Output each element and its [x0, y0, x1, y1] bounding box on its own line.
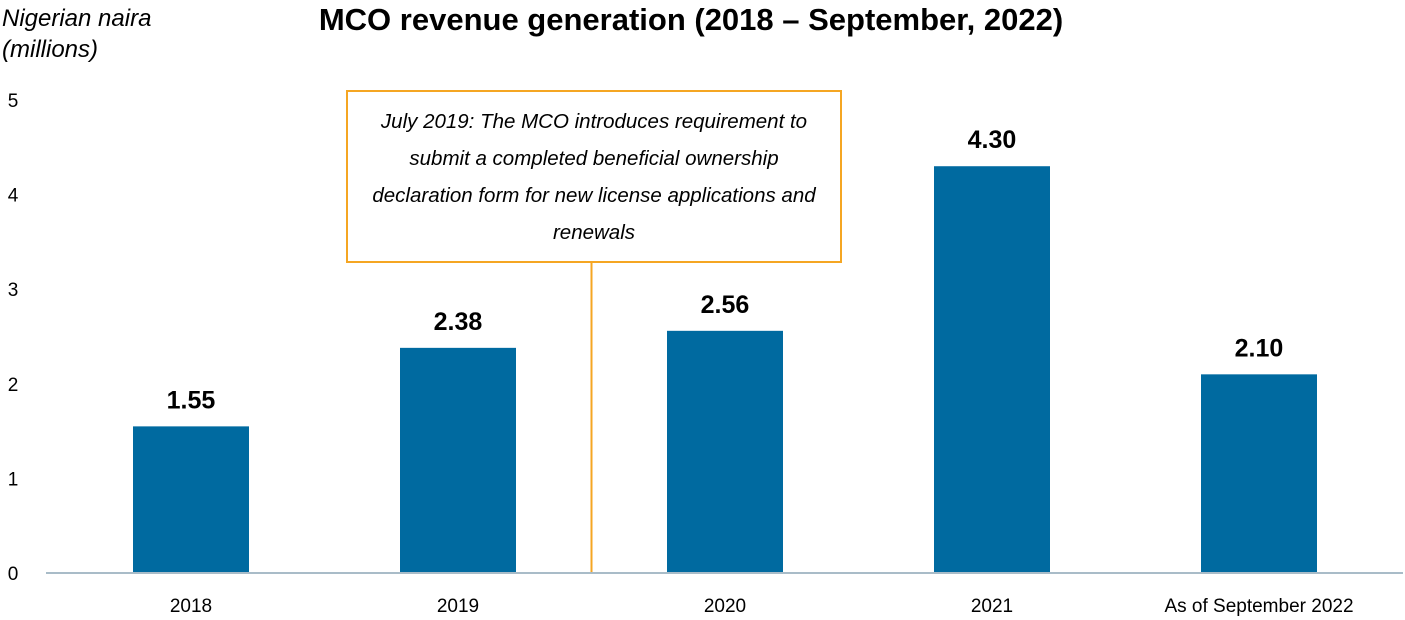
y-tick-label: 4 [8, 186, 19, 207]
data-label: 2.38 [434, 308, 483, 336]
data-label: 4.30 [968, 126, 1017, 154]
x-tick-label: 2021 [971, 596, 1013, 617]
y-tick-label: 0 [8, 564, 19, 585]
data-label: 2.10 [1235, 334, 1284, 362]
bar-as-of-september-2022 [1201, 374, 1317, 573]
annotation-text: July 2019: The MCO introduces requiremen… [372, 109, 816, 244]
bar-2019 [400, 347, 516, 573]
y-axis-label: Nigerian naira (millions) [2, 5, 152, 63]
x-tick-label: As of September 2022 [1164, 596, 1353, 617]
x-tick-label: 2018 [170, 596, 212, 617]
y-tick-label: 3 [8, 280, 19, 301]
data-label: 1.55 [167, 386, 216, 414]
annotation-box: July 2019: The MCO introduces requiremen… [346, 90, 842, 263]
data-label: 2.56 [701, 291, 750, 319]
y-tick-label: 2 [8, 375, 19, 396]
y-tick-label: 5 [8, 91, 19, 112]
y-tick-label: 1 [8, 469, 19, 490]
x-tick-label: 2020 [704, 596, 746, 617]
chart-title: MCO revenue generation (2018 – September… [318, 2, 1064, 37]
bar-2021 [934, 166, 1050, 573]
bar-2020 [667, 330, 783, 573]
bar-2018 [133, 426, 249, 573]
x-tick-label: 2019 [437, 596, 479, 617]
